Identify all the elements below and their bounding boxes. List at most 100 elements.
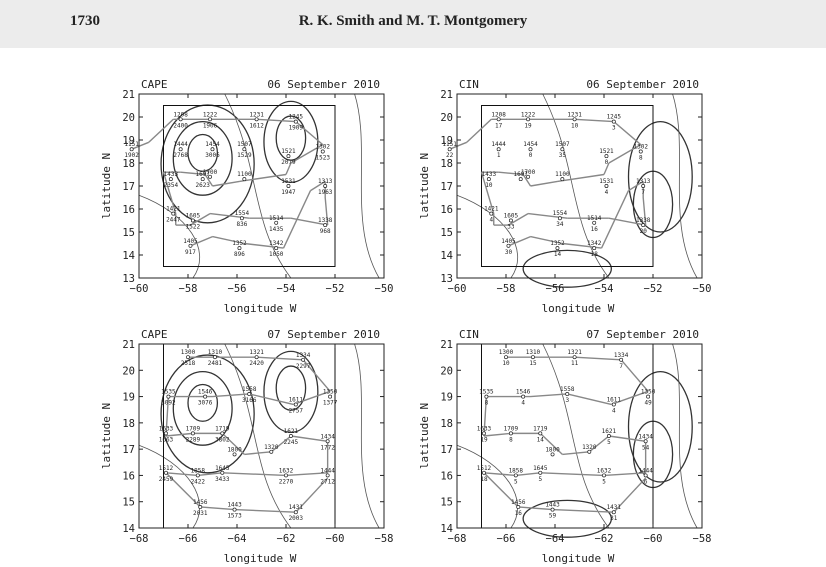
station-value: 917 bbox=[185, 249, 196, 256]
contour-line bbox=[224, 93, 292, 279]
station-value: 2031 bbox=[193, 510, 208, 517]
station-marker bbox=[587, 449, 592, 454]
stations: 1151221208171222191231101245313028144411… bbox=[442, 111, 650, 258]
y-tick-label: 16 bbox=[122, 204, 135, 216]
panel-cape-07: CAPE 07 September 2010 longitude W latit… bbox=[100, 328, 393, 565]
station-value: 2422 bbox=[191, 478, 206, 485]
track-segment bbox=[285, 472, 328, 477]
station-marker bbox=[323, 184, 328, 188]
panel-title-right: 07 September 2010 bbox=[586, 328, 699, 341]
x-tick-label: −54 bbox=[595, 283, 614, 295]
station-id: 1313 bbox=[318, 178, 333, 185]
track-segment bbox=[324, 197, 329, 226]
station-marker bbox=[602, 473, 606, 478]
x-tick-label: −56 bbox=[546, 283, 565, 295]
station-id: 1558 bbox=[242, 386, 257, 393]
panel-title-left: CIN bbox=[459, 78, 479, 91]
track-segment bbox=[165, 472, 198, 477]
station-id: 1302 bbox=[316, 144, 331, 151]
station-id: 1300 bbox=[181, 349, 196, 356]
panel-cape-06: CAPE 06 September 2010 longitude W latit… bbox=[100, 78, 393, 315]
station-id: 1443 bbox=[227, 502, 242, 509]
station-value: 59 bbox=[549, 513, 557, 520]
station-id: 1444 bbox=[491, 141, 506, 148]
station-id: 1632 bbox=[597, 467, 612, 474]
track-segment bbox=[574, 118, 614, 123]
x-tick-label: −58 bbox=[497, 283, 516, 295]
contour-line bbox=[354, 343, 380, 529]
station-marker bbox=[286, 184, 291, 188]
y-tick-label: 17 bbox=[440, 444, 453, 456]
y-tick-label: 18 bbox=[122, 418, 135, 430]
track-segment bbox=[190, 235, 213, 247]
flight-track bbox=[449, 118, 647, 249]
station-value: 34 bbox=[556, 221, 564, 228]
page-header: 1730 R. K. Smith and M. T. Montgomery bbox=[0, 0, 826, 48]
station-id: 1611 bbox=[289, 396, 304, 403]
track-segment bbox=[131, 141, 150, 150]
station-marker bbox=[489, 211, 494, 216]
y-tick-label: 21 bbox=[440, 89, 453, 101]
station-value: 33 bbox=[507, 224, 515, 231]
contour-line bbox=[627, 370, 693, 483]
station-value: 1963 bbox=[318, 189, 333, 196]
station-value: 3006 bbox=[205, 152, 220, 159]
contour-line bbox=[187, 133, 219, 172]
station-id: 1512 bbox=[477, 465, 492, 472]
station-marker bbox=[190, 218, 195, 223]
station-id: 1697 bbox=[195, 171, 210, 178]
track-segment bbox=[574, 356, 622, 361]
track-segment bbox=[567, 393, 612, 406]
station-marker bbox=[242, 177, 247, 182]
track-segment bbox=[212, 235, 245, 245]
track-segment bbox=[628, 180, 644, 192]
station-value: 3433 bbox=[215, 476, 230, 483]
x-tick-label: −62 bbox=[595, 533, 614, 545]
x-tick-label: −54 bbox=[277, 283, 296, 295]
station-marker bbox=[254, 117, 259, 122]
stations: 1300 2518 1310 2481 1321 2420 1334 2297 1535 3092… bbox=[159, 349, 338, 522]
station-value: 1 bbox=[497, 152, 501, 159]
station-marker bbox=[513, 473, 518, 478]
station-id: 1719 bbox=[215, 425, 230, 432]
track-segment bbox=[256, 118, 296, 123]
x-tick-label: −60 bbox=[644, 533, 663, 545]
track-segment bbox=[603, 162, 610, 175]
station-marker bbox=[555, 246, 560, 251]
station-id: 1334 bbox=[614, 352, 629, 359]
station-value: 968 bbox=[320, 228, 331, 235]
x-tick-label: −66 bbox=[179, 533, 198, 545]
figure: CAPE 06 September 2010 longitude W latit… bbox=[100, 78, 711, 565]
station-value: 0 bbox=[529, 152, 533, 159]
station-value: 2757 bbox=[289, 407, 304, 414]
station-value: 10 bbox=[571, 122, 579, 129]
station-id: 1858 bbox=[191, 467, 206, 474]
station-marker bbox=[592, 246, 597, 251]
track-segment bbox=[540, 472, 605, 477]
y-tick-label: 18 bbox=[122, 158, 135, 170]
station-id: 1208 bbox=[173, 111, 188, 118]
y-tick-label: 19 bbox=[440, 135, 453, 147]
station-marker bbox=[506, 243, 511, 248]
station-value: 17 bbox=[495, 122, 503, 129]
station-value: 14 bbox=[537, 436, 545, 443]
station-id: 1521 bbox=[281, 148, 296, 155]
y-axis-label: latitude N bbox=[418, 153, 431, 219]
y-axis-label: latitude N bbox=[100, 153, 113, 219]
station-marker bbox=[496, 117, 501, 122]
track-segment bbox=[483, 472, 519, 508]
y-tick-label: 14 bbox=[122, 523, 135, 535]
station-id: 1321 bbox=[567, 349, 582, 356]
y-axis-label: latitude N bbox=[100, 403, 113, 469]
station-id: 1507 bbox=[555, 141, 570, 148]
track-segment bbox=[295, 121, 324, 146]
station-value: 896 bbox=[234, 251, 245, 258]
station-id: 1558 bbox=[560, 386, 575, 393]
station-value: 2289 bbox=[186, 436, 201, 443]
station-marker bbox=[482, 431, 486, 436]
track-segment bbox=[282, 190, 312, 249]
y-tick-label: 21 bbox=[440, 339, 453, 351]
station-id: 1454 bbox=[523, 141, 538, 148]
station-marker bbox=[606, 434, 611, 438]
